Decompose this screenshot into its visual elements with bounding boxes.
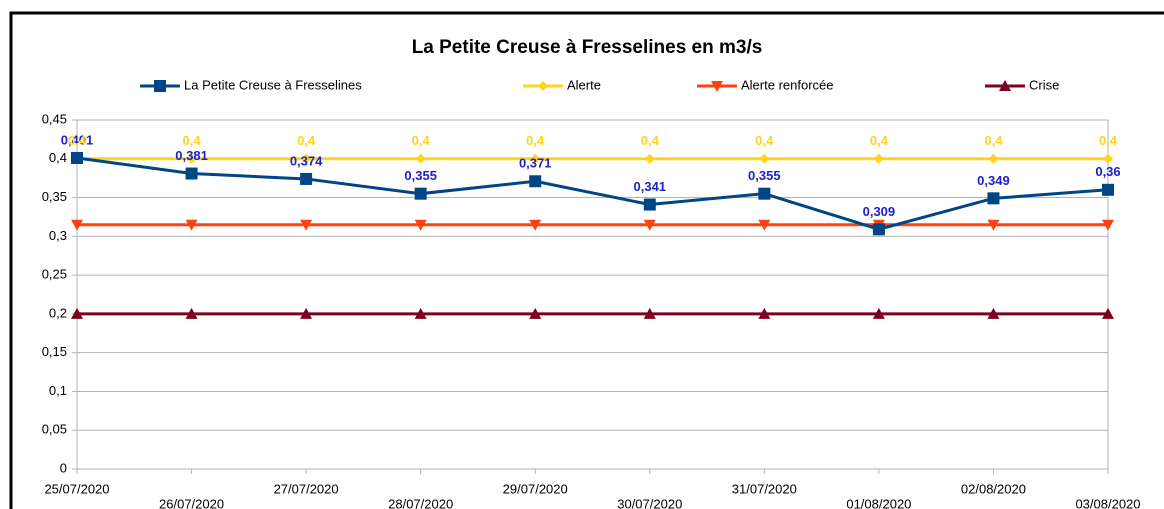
x-tick-label: 28/07/2020 — [388, 496, 453, 509]
chart-title: La Petite Creuse à Fresselines en m3/s — [412, 37, 763, 58]
data-point — [643, 198, 656, 211]
data-point — [71, 307, 83, 319]
data-label: 0,349 — [977, 173, 1010, 188]
data-label: 0,4 — [870, 133, 889, 148]
x-tick-label: 31/07/2020 — [732, 481, 797, 496]
y-tick-label: 0,1 — [49, 383, 67, 398]
data-point — [873, 153, 884, 164]
series-line — [76, 156, 1109, 231]
data-point — [415, 153, 426, 164]
x-tick-label: 02/08/2020 — [961, 481, 1026, 496]
data-point — [987, 219, 1000, 231]
data-point — [758, 219, 771, 231]
x-tick-label: 25/07/2020 — [44, 481, 109, 496]
y-tick-label: 0,35 — [42, 189, 67, 204]
data-label: 0,4 — [183, 133, 202, 148]
legend-label: La Petite Creuse à Fresselines — [184, 77, 362, 92]
legend-marker — [538, 81, 548, 91]
x-tick-label: 26/07/2020 — [159, 496, 224, 509]
data-point — [529, 307, 542, 319]
data-label: 0,4 — [297, 133, 316, 148]
x-tick-label: 01/08/2020 — [846, 496, 911, 509]
x-tick-label: 27/07/2020 — [274, 481, 339, 496]
legend-label: Crise — [1029, 77, 1059, 92]
data-label: 0,341 — [634, 179, 667, 194]
data-point — [301, 153, 312, 164]
data-label: 0,374 — [290, 153, 323, 168]
data-point — [872, 307, 885, 319]
data-point — [1102, 307, 1114, 319]
data-label: 0,4 — [412, 133, 431, 148]
x-tick-label: 30/07/2020 — [617, 496, 682, 509]
data-point — [758, 187, 771, 200]
data-label: 0,371 — [519, 156, 552, 171]
data-point — [758, 307, 771, 319]
x-tick-label: 29/07/2020 — [503, 481, 568, 496]
data-point — [643, 219, 656, 231]
legend-label: Alerte renforcée — [741, 77, 834, 92]
data-point — [987, 307, 1000, 319]
data-point — [1103, 153, 1113, 164]
x-tick-label: 03/08/2020 — [1075, 496, 1140, 509]
data-point — [1102, 183, 1114, 196]
data-label: 0,309 — [863, 204, 896, 219]
data-point — [185, 219, 198, 231]
data-point — [185, 307, 198, 319]
data-label: 0,4 — [755, 133, 774, 148]
data-point — [185, 167, 198, 180]
data-label: 0,4 — [984, 133, 1003, 148]
data-label: 0,4 — [1099, 133, 1118, 148]
data-point — [300, 172, 313, 185]
data-point — [300, 219, 313, 231]
data-point — [414, 187, 427, 200]
data-label: 0,355 — [404, 168, 437, 183]
data-point — [1102, 219, 1114, 231]
data-point — [71, 219, 83, 231]
y-tick-label: 0,05 — [42, 422, 67, 437]
data-point — [643, 307, 656, 319]
data-label: 0,4 — [68, 133, 87, 148]
data-point — [988, 153, 999, 164]
data-label: 0,36 — [1095, 164, 1120, 179]
legend-marker — [999, 80, 1011, 91]
data-label: 0,4 — [641, 133, 660, 148]
data-point — [529, 175, 542, 188]
data-point — [414, 219, 427, 231]
y-tick-label: 0,3 — [49, 228, 67, 243]
y-tick-label: 0,2 — [49, 305, 67, 320]
y-tick-label: 0,25 — [42, 267, 67, 282]
data-label: 0,401 — [61, 132, 94, 147]
data-point — [529, 219, 542, 231]
data-label: 0,355 — [748, 168, 781, 183]
y-tick-label: 0,15 — [42, 344, 67, 359]
legend-marker — [711, 81, 723, 92]
legend-label: Alerte — [567, 77, 601, 92]
data-point — [414, 307, 427, 319]
chart-frame — [9, 11, 1164, 509]
y-tick-label: 0,4 — [49, 150, 67, 165]
data-point — [872, 223, 885, 236]
data-point — [186, 153, 197, 164]
data-point — [644, 153, 655, 164]
legend-marker — [154, 80, 166, 92]
data-point — [300, 307, 313, 319]
data-point — [530, 153, 541, 164]
y-tick-label: 0 — [60, 460, 67, 475]
data-label: 0,4 — [526, 133, 545, 148]
data-label: 0,381 — [175, 148, 208, 163]
data-point — [71, 152, 83, 165]
data-point — [987, 192, 1000, 205]
data-point — [759, 153, 770, 164]
y-tick-label: 0,45 — [42, 111, 67, 126]
